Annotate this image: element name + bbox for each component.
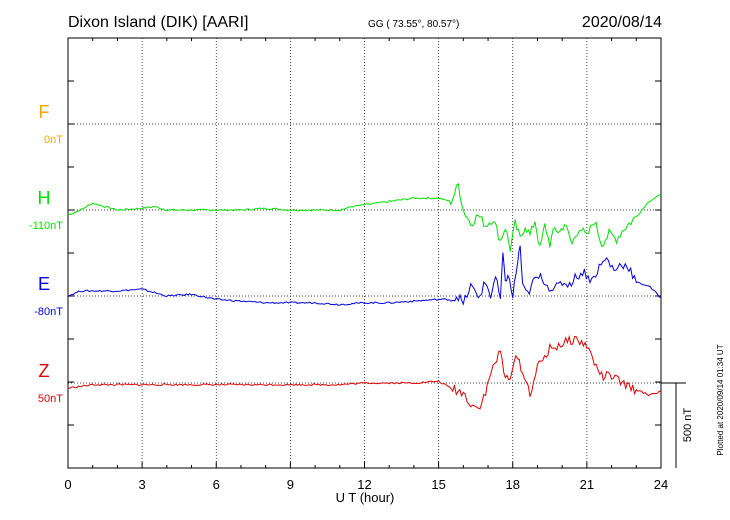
series-line-e — [67, 245, 662, 306]
station-title: Dixon Island (DIK) [AARI] — [68, 14, 249, 31]
x-tick-label: 0 — [64, 477, 71, 492]
x-tick-label: 15 — [431, 477, 445, 492]
series-lines — [67, 183, 662, 410]
component-baseline-f: 0nT — [44, 134, 63, 146]
component-letter-f: F — [39, 102, 50, 122]
chart-date: 2020/08/14 — [582, 14, 662, 31]
component-labels: F 0nT H -110nT E -80nT Z 50nT — [29, 102, 63, 405]
scale-bar: 500 nT — [661, 382, 694, 468]
x-tick-label: 6 — [213, 477, 220, 492]
component-baseline-z: 50nT — [38, 393, 63, 405]
series-line-h — [67, 183, 662, 252]
component-baseline-e: -80nT — [34, 306, 63, 318]
x-tick-label: 21 — [580, 477, 594, 492]
x-tick-label: 12 — [357, 477, 371, 492]
plotted-at-note: Plotted at 2020/09/14 01:34 UT — [716, 344, 725, 455]
x-tick-label: 3 — [139, 477, 146, 492]
series-line-z — [67, 334, 662, 410]
station-coordinates: GG ( 73.55°, 80.57°) — [368, 19, 459, 30]
component-baseline-h: -110nT — [29, 220, 63, 232]
scale-bar-label: 500 nT — [682, 408, 694, 443]
plot-frame — [67, 37, 662, 469]
x-tick-label: 18 — [506, 477, 520, 492]
component-letter-e: E — [38, 274, 50, 294]
x-tick-labels: 0 3 6 9 12 15 18 21 24 — [64, 477, 668, 492]
axis-ticks — [67, 38, 662, 468]
x-tick-label: 24 — [654, 477, 668, 492]
component-letter-h: H — [38, 188, 51, 208]
x-tick-label: 9 — [287, 477, 294, 492]
x-axis-label: U T (hour) — [336, 490, 395, 505]
component-letter-z: Z — [39, 361, 50, 381]
